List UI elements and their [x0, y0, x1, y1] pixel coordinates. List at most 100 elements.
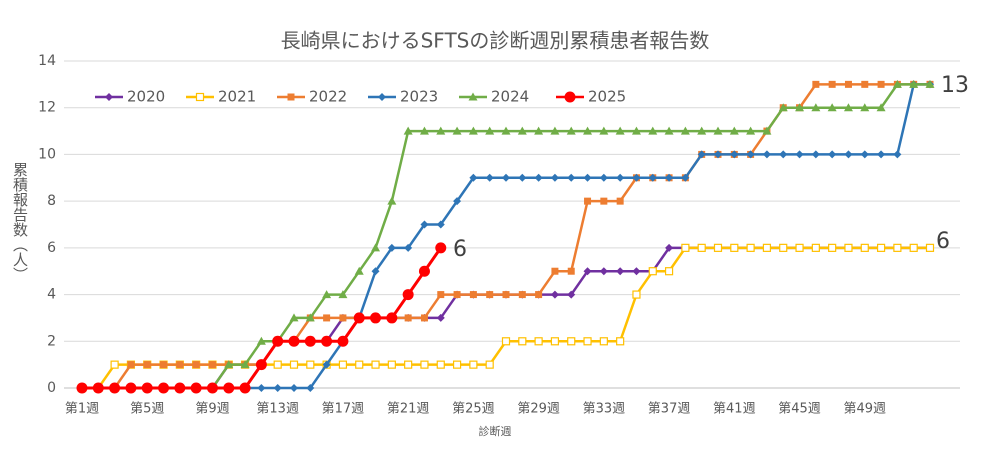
marker [322, 360, 331, 369]
legend-label: 2021 [218, 88, 256, 106]
marker [599, 173, 608, 182]
marker [502, 291, 510, 299]
marker [452, 126, 462, 135]
series [77, 243, 935, 393]
marker [892, 79, 902, 88]
marker [125, 382, 137, 394]
marker [779, 150, 788, 159]
marker [387, 360, 396, 369]
y-tick-label: 10 [38, 146, 56, 162]
marker [386, 312, 398, 324]
x-tick-label: 第29週 [517, 402, 560, 417]
x-tick-label: 第25週 [452, 402, 495, 417]
marker [436, 360, 445, 369]
marker [844, 80, 852, 88]
marker [860, 243, 869, 252]
marker [453, 291, 461, 299]
marker [616, 197, 624, 205]
x-tick-label: 第1週 [65, 402, 99, 417]
marker [272, 335, 284, 347]
marker [419, 126, 429, 135]
marker [404, 243, 413, 252]
marker [828, 150, 837, 159]
marker [143, 361, 151, 369]
legend-label: 2022 [309, 88, 347, 106]
marker [584, 197, 592, 205]
marker [110, 360, 119, 369]
y-tick-label: 12 [38, 100, 56, 116]
x-tick-label: 第45週 [778, 402, 821, 417]
marker [518, 337, 527, 346]
x-tick-label: 第9週 [195, 402, 229, 417]
marker [502, 173, 510, 182]
marker [127, 361, 135, 369]
marker [925, 79, 935, 88]
marker [795, 243, 804, 252]
marker [469, 360, 478, 369]
marker [861, 80, 869, 88]
marker [92, 382, 104, 394]
marker [567, 267, 575, 275]
marker [517, 126, 527, 135]
marker [909, 79, 919, 88]
marker [76, 382, 88, 394]
marker [370, 312, 382, 324]
x-tick-label: 第37週 [648, 402, 691, 417]
marker [403, 126, 413, 135]
y-tick-label: 6 [47, 240, 56, 256]
marker [420, 220, 429, 229]
marker [551, 267, 559, 275]
marker [632, 267, 641, 276]
marker [534, 173, 543, 182]
marker [437, 291, 445, 299]
marker [746, 243, 755, 252]
marker [795, 103, 805, 112]
marker [534, 126, 544, 135]
annotation: 6 [936, 229, 950, 254]
marker [795, 150, 804, 159]
marker [583, 126, 593, 135]
marker [289, 313, 299, 322]
marker [925, 243, 935, 252]
marker [206, 382, 218, 394]
y-tick-label: 0 [47, 380, 56, 396]
marker [779, 243, 788, 252]
x-tick-label: 第21週 [387, 402, 430, 417]
marker [288, 335, 300, 347]
marker [680, 126, 690, 135]
marker [697, 126, 707, 135]
marker [255, 359, 267, 371]
legend-label: 2025 [588, 88, 626, 106]
marker [418, 265, 430, 277]
y-tick-label: 2 [47, 333, 56, 349]
marker [501, 337, 511, 346]
marker [174, 382, 186, 394]
marker [287, 93, 295, 101]
x-tick-label: 第5週 [130, 402, 164, 417]
marker [828, 243, 837, 252]
marker [518, 173, 527, 182]
marker [599, 337, 608, 346]
marker [322, 290, 332, 299]
marker [534, 337, 543, 346]
marker [811, 150, 820, 159]
marker [105, 93, 113, 101]
x-tick-label: 第33週 [583, 402, 626, 417]
marker [550, 126, 560, 135]
marker [371, 360, 380, 369]
marker [665, 243, 674, 252]
marker [827, 103, 837, 112]
marker [876, 103, 886, 112]
marker [615, 126, 625, 135]
marker [355, 360, 364, 369]
marker [843, 103, 853, 112]
marker [486, 291, 494, 299]
marker [550, 290, 559, 299]
marker [616, 337, 625, 346]
marker [224, 360, 234, 369]
marker [583, 337, 592, 346]
marker [305, 313, 315, 322]
marker [844, 243, 853, 252]
marker [714, 150, 722, 159]
